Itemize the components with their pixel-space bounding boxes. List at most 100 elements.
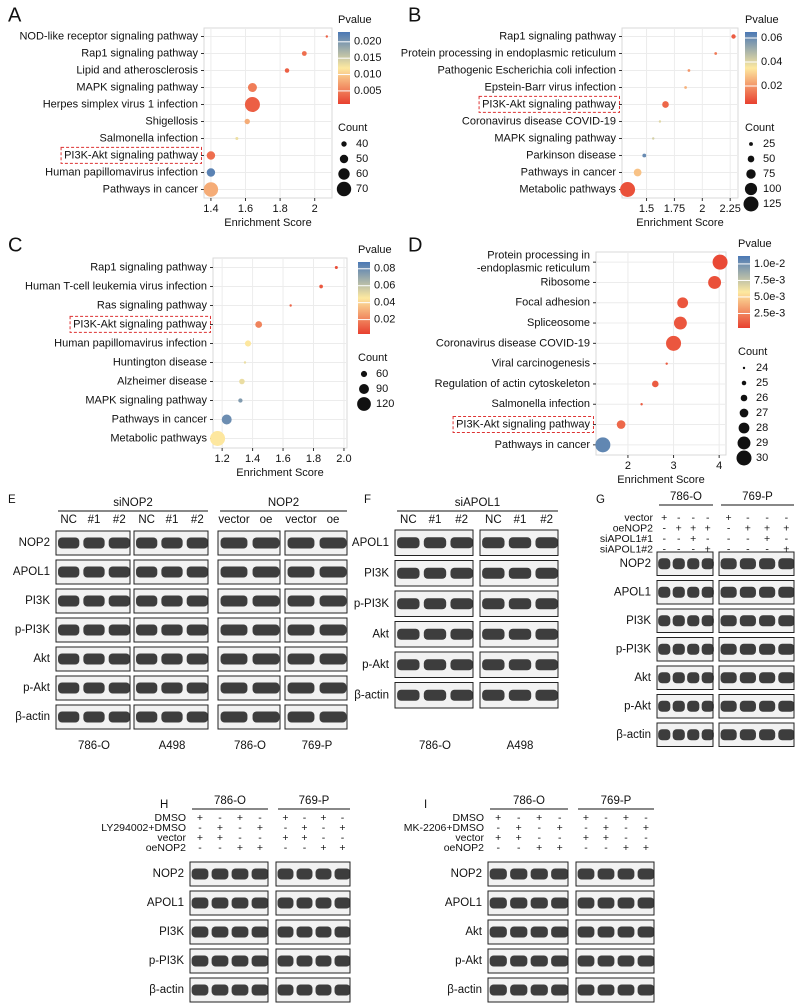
plot-area	[212, 257, 348, 449]
condition-sign: +	[282, 832, 288, 844]
size-label: 125	[763, 198, 781, 210]
condition-sign: +	[764, 533, 770, 545]
protein-label: Akt	[465, 926, 482, 938]
lane-label: vector	[218, 514, 249, 526]
condition-sign: +	[197, 832, 203, 844]
bubble	[642, 153, 647, 158]
colorbar-label: 0.06	[761, 32, 782, 44]
bubble	[666, 335, 682, 351]
lane-label: #2	[455, 514, 468, 526]
condition-sign: +	[603, 832, 609, 844]
band	[508, 598, 532, 610]
x-tick-label: 3	[670, 460, 676, 472]
condition-sign: -	[765, 543, 769, 555]
size-key	[740, 394, 748, 402]
x-tick-label: 2	[312, 203, 318, 215]
colorbar-label: 1.0e-2	[754, 258, 785, 270]
bubble	[289, 304, 292, 307]
size-label: 50	[356, 153, 368, 165]
condition-label: DMSO	[155, 812, 187, 824]
y-tick-label: Pathways in cancer	[495, 439, 591, 451]
band	[161, 566, 183, 578]
band	[687, 700, 700, 712]
y-tick-label: Parkinson disease	[526, 149, 616, 161]
x-tick-label: 2.25	[719, 203, 740, 215]
legend-title: Count	[738, 346, 767, 358]
condition-sign: +	[516, 832, 522, 844]
band	[658, 729, 671, 741]
legend-title: Pvalue	[358, 244, 392, 256]
y-tick-label: Pathways in cancer	[521, 166, 617, 178]
condition-label: MK-2206+DMSO	[404, 822, 484, 834]
legend-title: Pvalue	[338, 14, 372, 26]
y-tick-label: PI3K-Akt signaling pathway	[456, 418, 590, 430]
band	[778, 700, 795, 712]
condition-sign: +	[745, 522, 751, 534]
band	[58, 595, 80, 607]
band	[251, 868, 269, 880]
size-label: 26	[756, 392, 768, 404]
size-key	[742, 366, 746, 370]
cell-line: A498	[159, 740, 186, 752]
band	[252, 537, 280, 549]
colorbar-label: 0.010	[354, 68, 382, 80]
band	[423, 659, 447, 671]
size-label: 30	[756, 452, 768, 464]
size-label: 40	[356, 138, 368, 150]
condition-sign: +	[661, 512, 667, 524]
band	[108, 595, 130, 607]
panel-letter: E	[8, 494, 16, 506]
band	[319, 537, 347, 549]
cell-line: 786-O	[670, 491, 702, 503]
condition-sign: -	[624, 822, 628, 834]
y-tick-label: Herpes simplex virus 1 infection	[43, 98, 198, 110]
condition-sign: -	[644, 812, 648, 824]
lane-label: #1	[429, 514, 442, 526]
y-tick-label: Pathogenic Escherichia coli infection	[437, 64, 616, 76]
band	[778, 729, 795, 741]
band	[510, 926, 528, 938]
cell-line: A498	[507, 740, 534, 752]
band	[637, 868, 655, 880]
condition-sign: -	[238, 832, 242, 844]
condition-sign: -	[218, 842, 222, 854]
band	[482, 628, 505, 640]
condition-sign: -	[341, 832, 345, 844]
condition-sign: -	[692, 543, 696, 555]
condition-sign: +	[764, 522, 770, 534]
condition-sign: -	[497, 822, 501, 834]
highlight-box	[69, 315, 211, 333]
band	[450, 689, 473, 701]
band	[211, 955, 229, 967]
condition-sign: +	[301, 822, 307, 834]
condition-sign: +	[676, 522, 682, 534]
protein-label: PI3K	[364, 567, 389, 579]
band	[231, 926, 249, 938]
condition-sign: +	[783, 543, 789, 555]
band	[672, 672, 685, 684]
protein-label: APOL1	[147, 897, 184, 909]
band	[450, 659, 473, 671]
size-key	[339, 154, 349, 164]
condition-sign: -	[258, 812, 262, 824]
band	[489, 926, 507, 938]
cell-line: 786-O	[214, 795, 246, 807]
bubble	[206, 151, 216, 160]
lane-label: #1	[88, 514, 101, 526]
band	[220, 653, 248, 665]
band	[251, 926, 269, 938]
band	[277, 926, 294, 938]
band	[551, 955, 569, 967]
size-key	[338, 168, 350, 180]
size-label: 25	[763, 138, 775, 150]
band	[535, 598, 558, 610]
y-tick-label: Focal adhesion	[515, 297, 590, 309]
band	[672, 700, 685, 712]
y-tick-label: Spliceosome	[527, 317, 590, 329]
bubble	[247, 83, 257, 92]
condition-sign: -	[746, 512, 750, 524]
band	[315, 984, 332, 996]
x-axis-label: Enrichment Score	[617, 474, 704, 486]
condition-sign: -	[341, 812, 345, 824]
